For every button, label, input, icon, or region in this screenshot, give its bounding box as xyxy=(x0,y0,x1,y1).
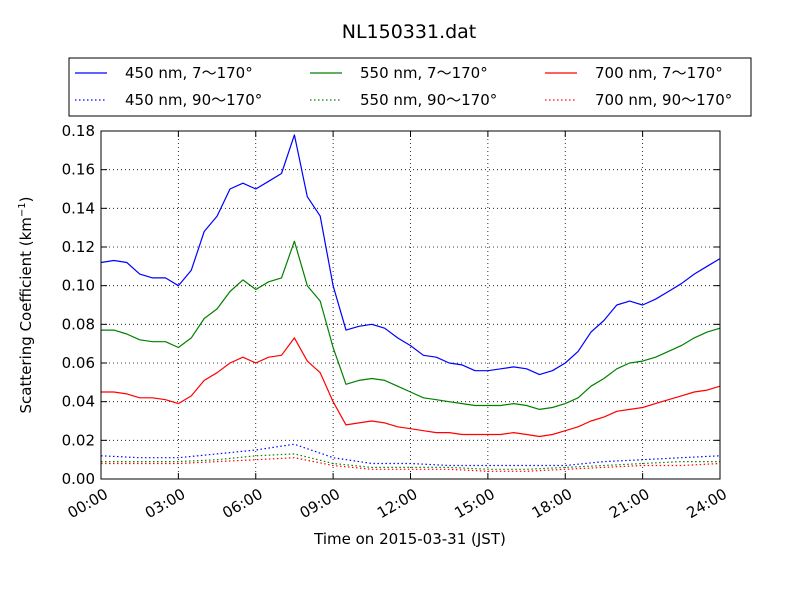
y-tick-label: 0.12 xyxy=(62,238,95,256)
y-tick-label: 0.02 xyxy=(62,431,95,449)
legend-label-6: 700 nm, 90～170° xyxy=(595,91,732,109)
x-tick-labels: 00:00 03:00 06:00 09:00 12:00 15:00 18:00 21:00… xyxy=(65,485,730,522)
y-tick-label: 0.08 xyxy=(62,315,95,333)
x-tick-label: 06:00 xyxy=(219,485,265,522)
series-lines xyxy=(100,134,721,472)
y-axis-label-main: Scattering Coefficient (km xyxy=(17,217,35,413)
y-axis-label-tail: ) xyxy=(17,196,35,202)
y-tick-label: 0.00 xyxy=(62,470,95,488)
x-tick-label: 03:00 xyxy=(142,485,188,522)
y-tick-labels: 0.00 0.02 0.04 0.06 0.08 0.10 0.12 0.14 0.16 0.18 xyxy=(62,122,95,488)
x-tick-label: 09:00 xyxy=(297,485,343,522)
series-line-1 xyxy=(100,134,721,376)
series-line-2 xyxy=(101,240,721,410)
axis-ticks xyxy=(100,130,721,480)
legend-label-2: 550 nm, 7～170° xyxy=(360,64,488,82)
x-axis-label: Time on 2015-03-31 (JST) xyxy=(313,530,506,548)
x-tick-label: 21:00 xyxy=(606,485,652,522)
series-line-4 xyxy=(100,443,721,467)
x-tick-label: 00:00 xyxy=(65,485,111,522)
legend-items: 450 nm, 7～170° 550 nm, 7～170° 700 nm, 7～17… xyxy=(75,64,732,109)
y-tick-label: 0.06 xyxy=(62,354,95,372)
y-tick-label: 0.18 xyxy=(62,122,95,140)
y-axis-label: Scattering Coefficient (km−1) xyxy=(17,196,35,413)
legend-label-5: 550 nm, 90～170° xyxy=(360,91,497,109)
x-tick-label: 18:00 xyxy=(529,485,575,522)
series-line-6 xyxy=(101,457,721,472)
legend: 450 nm, 7～170° 550 nm, 7～170° 700 nm, 7～17… xyxy=(68,57,752,117)
series-line-3 xyxy=(101,337,721,438)
legend-label-1: 450 nm, 7～170° xyxy=(125,64,253,82)
y-tick-label: 0.16 xyxy=(62,161,95,179)
legend-label-4: 450 nm, 90～170° xyxy=(125,91,262,109)
legend-label-3: 700 nm, 7～170° xyxy=(595,64,723,82)
x-tick-label: 12:00 xyxy=(374,485,420,522)
x-tick-label: 24:00 xyxy=(684,485,730,522)
y-tick-label: 0.14 xyxy=(62,199,95,217)
y-tick-label: 0.04 xyxy=(62,393,95,411)
y-axis-label-superscript: −1 xyxy=(17,202,28,217)
grid-lines xyxy=(101,131,720,479)
y-tick-label: 0.10 xyxy=(62,277,95,295)
chart-title: NL150331.dat xyxy=(342,21,477,43)
x-tick-label: 15:00 xyxy=(451,485,497,522)
legend-frame xyxy=(68,57,752,117)
